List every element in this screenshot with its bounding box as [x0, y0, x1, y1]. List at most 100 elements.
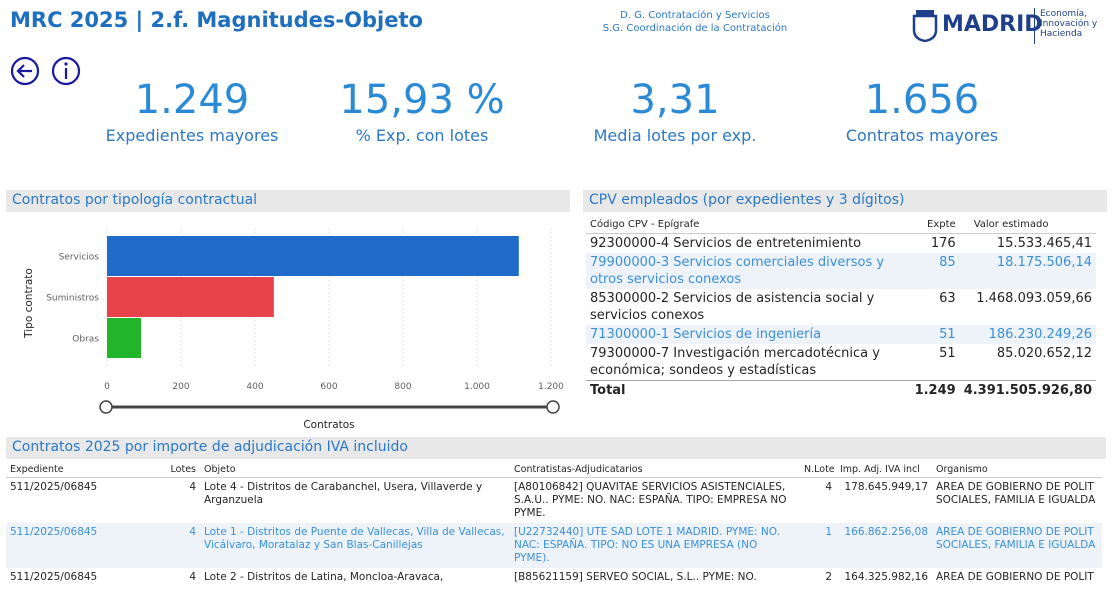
x-tick-label: 600 — [320, 382, 337, 392]
table-cell: Lote 2 - Distritos de Latina, Moncloa-Ar… — [204, 571, 444, 583]
section-title: CPV empleados (por expedientes y 3 dígit… — [583, 190, 1107, 212]
kpi-value: 1.656 — [864, 77, 980, 123]
cell-line: ÁREA DE GOBIERNO DE POLÍT — [936, 481, 1094, 493]
table-cell: 79300000-7 Investigación mercadotécnica … — [590, 346, 880, 378]
org-lines: D. G. Contratación y Servicios S.G. Coord… — [560, 9, 830, 35]
table-cell: 85 — [910, 253, 960, 289]
table-row[interactable]: 92300000-4 Servicios de entretenimiento 1… — [586, 234, 1096, 254]
column-header: Expte — [910, 216, 960, 234]
table-cell: 63 — [939, 291, 956, 306]
table-cell: 51 — [910, 325, 960, 344]
kpi-label: Expedientes mayores — [105, 126, 279, 145]
cell-line: ÁREA DE GOBIERNO DE POLÍT — [936, 526, 1094, 538]
logo-divider — [1034, 8, 1035, 44]
table-cell: Lote 1 - Distritos de Puente de Vallecas… — [200, 523, 510, 568]
nav-icons — [10, 56, 81, 86]
table-row[interactable]: 79300000-7 Investigación mercadotécnica … — [586, 344, 1096, 381]
column-header: Lotes — [156, 462, 200, 478]
kpi-card: 3,31 Media lotes por exp. — [545, 76, 805, 145]
column-header: Objeto — [200, 462, 510, 478]
slider-handle[interactable] — [99, 400, 113, 414]
table-cell: ÁREA DE GOBIERNO DE POLÍT SOCIALES, FAMIL… — [932, 523, 1102, 568]
header-row: Código CPV - Epígrafe Expte Valor estimado — [586, 216, 1096, 234]
kpi-label: Media lotes por exp. — [593, 126, 757, 145]
table-cell: 511/2025/06845 — [6, 523, 156, 568]
table-cell: Lote 4 - Distritos de Carabanchel, Usera… — [204, 481, 483, 506]
kpi-value: 3,31 — [630, 77, 720, 123]
total-row: Total 1.249 4.391.505.926,80 — [586, 380, 1096, 400]
bar — [107, 277, 274, 317]
column-header: Valor estimado — [959, 216, 1096, 234]
column-header: Organismo — [932, 462, 1102, 478]
header-row: Expediente Lotes Objeto Contratistas-Adjudi… — [6, 462, 1102, 478]
cell-line: SOCIALES, FAMILIA E IGUALDA — [936, 539, 1096, 551]
page-title: MRC 2025 | 2.f. Magnitudes-Objeto — [10, 8, 423, 32]
cell-line: ÁREA DE GOBIERNO DE POLÍT — [936, 571, 1094, 583]
logo-sub-line: Innovación y — [1040, 19, 1098, 29]
logo-text: MADRID — [942, 12, 1043, 37]
table-cell: 85.020.652,12 — [996, 346, 1092, 361]
section-title: Contratos por tipología contractual — [6, 190, 570, 212]
x-tick-label: 0 — [104, 382, 110, 392]
org-line: D. G. Contratación y Servicios — [620, 10, 770, 21]
x-axis-title: Contratos — [303, 419, 354, 431]
table-cell: 4 — [189, 481, 196, 493]
kpi-card: 15,93 % % Exp. con lotes — [292, 76, 552, 145]
info-button[interactable] — [51, 56, 81, 86]
logo-icon — [912, 10, 938, 42]
table-cell: ÁREA DE GOBIERNO DE POLÍT — [932, 568, 1102, 587]
bar — [107, 236, 519, 276]
total-cell: 1.249 — [910, 380, 960, 400]
cell-line: SOCIALES, FAMILIA E IGUALDA — [936, 494, 1096, 506]
table-cell: 1 — [800, 523, 836, 568]
table-row[interactable]: 85300000-2 Servicios de asistencia socia… — [586, 289, 1096, 325]
bar — [107, 318, 142, 358]
table-cell: 85300000-2 Servicios de asistencia socia… — [590, 291, 875, 323]
column-header: Imp. Adj. IVA incl — [836, 462, 932, 478]
logo-sub-line: Hacienda — [1040, 29, 1083, 39]
table-cell: 166.862.256,08 — [836, 523, 932, 568]
logo-sub-line: Economía, — [1040, 9, 1087, 19]
y-axis-title: Tipo contrato — [23, 268, 35, 339]
x-tick-label: 800 — [394, 382, 411, 392]
table-cell: 4 — [156, 523, 200, 568]
table-row[interactable]: 71300000-1 Servicios de ingeniería 51 186.… — [586, 325, 1096, 344]
table-cell: 18.175.506,14 — [959, 253, 1096, 289]
kpi-label: % Exp. con lotes — [355, 126, 489, 145]
table-cell: 176 — [930, 236, 956, 251]
table-row[interactable]: 511/2025/06845 4 Lote 1 - Distritos de Pue… — [6, 523, 1102, 568]
table-cell: 1.468.093.059,66 — [976, 291, 1092, 306]
table-cell: [U22732440] UTE SAD LOTE 1 MADRID. PYME:… — [510, 523, 800, 568]
back-button[interactable] — [10, 56, 40, 86]
table-cell: 71300000-1 Servicios de ingeniería — [586, 325, 911, 344]
table-row[interactable]: 511/2025/06845 4 Lote 2 - Distritos de Lat… — [6, 568, 1102, 587]
table-cell: [A80106842] QUAVITAE SERVICIOS ASISTENCI… — [514, 481, 787, 519]
x-tick-label: 200 — [172, 382, 189, 392]
y-tick-label: Obras — [72, 335, 99, 345]
slider-handle[interactable] — [546, 400, 560, 414]
contracts-table: Expediente Lotes Objeto Contratistas-Adjudi… — [6, 462, 1102, 587]
total-cell: 4.391.505.926,80 — [959, 380, 1096, 400]
column-header: Contratistas-Adjudicatarios — [510, 462, 800, 478]
table-cell: 511/2025/06845 — [10, 571, 98, 583]
table-cell: [B85621159] SERVEO SOCIAL, S.L.. PYME: N… — [514, 571, 757, 583]
total-cell: Total — [586, 380, 911, 400]
x-tick-label: 400 — [246, 382, 263, 392]
table-cell: 164.325.982,16 — [844, 571, 929, 583]
table-cell: 4 — [825, 481, 832, 493]
table-row[interactable]: 79900000-3 Servicios comerciales diverso… — [586, 253, 1096, 289]
table-cell: 51 — [939, 346, 956, 361]
kpi-value: 1.249 — [134, 77, 250, 123]
table-row[interactable]: 511/2025/06845 4 Lote 4 - Distritos de Car… — [6, 478, 1102, 524]
kpi-value: 15,93 % — [339, 77, 505, 123]
x-tick-label: 1.200 — [538, 382, 564, 392]
bar-chart: 0 200 400 600 800 1.000 1.200 Servicios Suminist… — [23, 228, 564, 431]
kpi-card: 1.656 Contratos mayores — [792, 76, 1052, 145]
table-cell: 15.533.465,41 — [996, 236, 1092, 251]
table-cell: ÁREA DE GOBIERNO DE POLÍT SOCIALES, FAMIL… — [932, 478, 1102, 524]
y-tick-label: Servicios — [59, 253, 100, 263]
kpi-card: 1.249 Expedientes mayores — [62, 76, 322, 145]
column-header: Expediente — [6, 462, 156, 478]
org-line: S.G. Coordinación de la Contratación — [602, 23, 788, 34]
